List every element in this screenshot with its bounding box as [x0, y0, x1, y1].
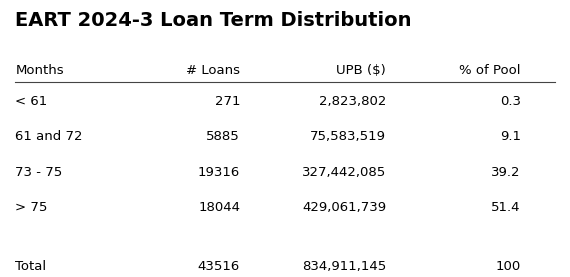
Text: 61 and 72: 61 and 72 [15, 130, 83, 143]
Text: > 75: > 75 [15, 201, 48, 214]
Text: 2,823,802: 2,823,802 [319, 94, 386, 107]
Text: 39.2: 39.2 [491, 166, 521, 178]
Text: % of Pool: % of Pool [459, 65, 521, 77]
Text: 9.1: 9.1 [500, 130, 521, 143]
Text: Total: Total [15, 260, 47, 273]
Text: 5885: 5885 [206, 130, 240, 143]
Text: 100: 100 [496, 260, 521, 273]
Text: 271: 271 [214, 94, 240, 107]
Text: 429,061,739: 429,061,739 [302, 201, 386, 214]
Text: # Loans: # Loans [186, 65, 240, 77]
Text: 75,583,519: 75,583,519 [310, 130, 386, 143]
Text: 18044: 18044 [198, 201, 240, 214]
Text: 19316: 19316 [198, 166, 240, 178]
Text: EART 2024-3 Loan Term Distribution: EART 2024-3 Loan Term Distribution [15, 11, 412, 30]
Text: 327,442,085: 327,442,085 [302, 166, 386, 178]
Text: 834,911,145: 834,911,145 [302, 260, 386, 273]
Text: 73 - 75: 73 - 75 [15, 166, 63, 178]
Text: 0.3: 0.3 [500, 94, 521, 107]
Text: < 61: < 61 [15, 94, 48, 107]
Text: 43516: 43516 [198, 260, 240, 273]
Text: UPB ($): UPB ($) [336, 65, 386, 77]
Text: Months: Months [15, 65, 64, 77]
Text: 51.4: 51.4 [491, 201, 521, 214]
